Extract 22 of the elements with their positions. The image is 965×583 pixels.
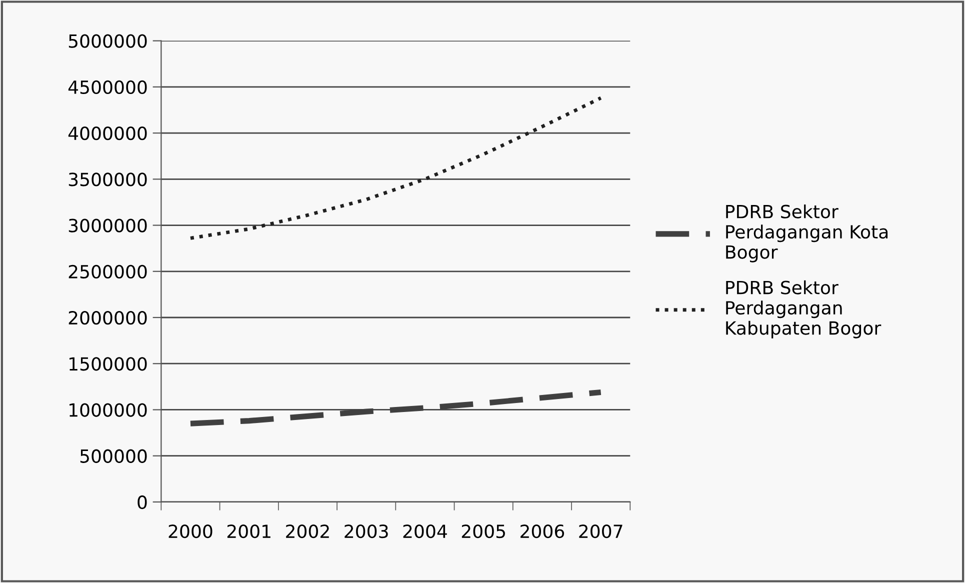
- y-tick-label: 2500000: [68, 264, 147, 279]
- y-tick-label: 2000000: [68, 310, 147, 325]
- y-tick-label: 1500000: [70, 357, 147, 371]
- y-tick-label: 1000000: [70, 403, 147, 417]
- y-tick-label: 4000000: [68, 126, 147, 140]
- x-tick-label: 2005: [462, 524, 505, 538]
- x-tick-label: 2007: [579, 524, 622, 538]
- y-tick-label: 4500000: [68, 80, 147, 94]
- legend-label: PDRB Sektor Perdagangan Kabupaten Bogor: [726, 280, 882, 338]
- x-tick-label: 2003: [344, 524, 388, 538]
- x-tick-label: 2000: [168, 524, 212, 538]
- x-tick-label: 2006: [520, 524, 564, 538]
- line-series: [188, 96, 603, 240]
- y-tick-label: 3000000: [68, 218, 147, 232]
- x-tick-label: 2004: [403, 524, 447, 538]
- x-tick-label: 2001: [227, 524, 270, 538]
- x-tick-label: 2002: [286, 524, 329, 538]
- y-tick-label: 3500000: [68, 172, 147, 186]
- legend-label: PDRB Sektor Perdagangan Kota Bogor: [726, 204, 888, 262]
- y-tick-label: 500000: [80, 449, 147, 463]
- y-tick-label: 0: [138, 495, 147, 510]
- y-tick-label: 5000000: [68, 34, 147, 48]
